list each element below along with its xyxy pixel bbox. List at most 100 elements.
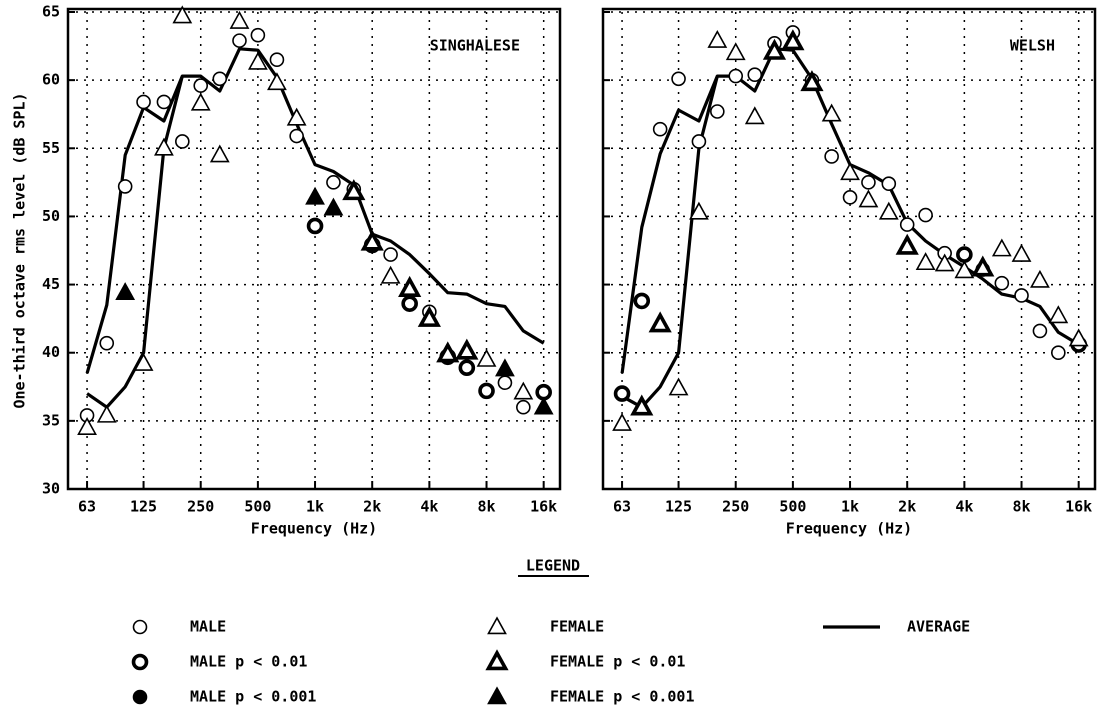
x-tick-label: 63: [78, 498, 96, 516]
legend-label: FEMALE p < 0.001: [550, 688, 695, 706]
x-tick-label: 16k: [1065, 498, 1092, 516]
triangle-marker: [286, 107, 307, 126]
triangle-marker: [133, 352, 154, 371]
triangle-marker: [495, 358, 515, 377]
triangle-marker: [1048, 305, 1069, 324]
triangle-marker: [991, 238, 1012, 257]
x-tick-label: 4k: [420, 498, 438, 516]
legend-marker: [487, 686, 507, 705]
x-tick-label: 2k: [363, 498, 381, 516]
circle-marker: [175, 134, 190, 149]
triangle-marker: [840, 162, 860, 181]
triangle-marker: [689, 201, 709, 220]
y-tick-label: 30: [42, 480, 60, 498]
circle-marker: [1032, 323, 1048, 339]
legend-label: MALE p < 0.01: [190, 653, 307, 671]
legend-marker: [132, 619, 148, 635]
circle-marker: [652, 121, 668, 137]
x-tick-label: 8k: [1012, 498, 1030, 516]
x-tick-label: 125: [665, 498, 692, 516]
legend-marker: [487, 616, 507, 635]
legend-marker: [131, 653, 149, 671]
circle-marker: [458, 359, 476, 377]
y-tick-label: 65: [42, 3, 60, 21]
circle-marker: [1014, 288, 1029, 303]
legend-marker: [485, 649, 509, 671]
x-tick-label: 16k: [530, 498, 557, 516]
triangle-marker: [1011, 243, 1032, 262]
x-tick-label: 1k: [841, 498, 859, 516]
triangle-marker: [513, 381, 534, 400]
circle-marker: [383, 247, 398, 262]
triangle-marker: [1030, 269, 1050, 288]
triangle-marker: [725, 42, 746, 61]
circle-marker: [99, 335, 115, 351]
y-tick-label: 45: [42, 275, 60, 293]
circle-marker: [861, 175, 876, 190]
circle-marker: [516, 399, 531, 415]
y-tick-label: 60: [42, 71, 60, 89]
x-tick-label: 500: [244, 498, 271, 516]
triangle-marker: [380, 265, 401, 284]
circle-marker: [691, 134, 707, 149]
circle-marker: [710, 104, 725, 119]
triangle-marker: [821, 103, 842, 122]
y-tick-label: 40: [42, 343, 60, 361]
legend-label: AVERAGE: [907, 618, 970, 636]
circle-marker: [289, 128, 304, 144]
circle-marker: [250, 27, 266, 43]
x-axis-label: Frequency (Hz): [251, 520, 377, 538]
triangle-marker: [858, 189, 879, 208]
x-tick-label: 250: [187, 498, 214, 516]
legend-label: FEMALE p < 0.01: [550, 653, 685, 671]
legend-label: FEMALE: [550, 618, 604, 636]
triangle-marker: [915, 252, 936, 271]
triangle-marker: [934, 253, 955, 272]
triangle-marker: [648, 311, 672, 333]
x-tick-label: 8k: [477, 498, 495, 516]
triangle-marker: [360, 229, 384, 251]
average-line: [86, 75, 184, 409]
y-tick-label: 35: [42, 411, 60, 429]
triangle-marker: [247, 51, 268, 70]
circle-marker: [994, 275, 1010, 291]
circle-marker: [633, 292, 651, 310]
circle-marker: [478, 382, 495, 400]
circle-marker: [156, 94, 172, 110]
circle-marker: [232, 33, 247, 48]
triangle-marker: [878, 201, 899, 220]
circle-marker: [269, 52, 285, 68]
legend-label: MALE: [190, 618, 226, 636]
triangle-marker: [744, 106, 765, 125]
circle-marker: [842, 190, 858, 205]
triangle-marker: [612, 412, 632, 431]
circle-marker: [918, 207, 933, 223]
triangle-marker: [762, 38, 787, 60]
y-axis-label: One-third octave rms level (dB SPL): [11, 92, 29, 408]
circle-marker: [899, 217, 915, 232]
panel-annotation: WELSH: [1010, 37, 1055, 55]
circle-marker: [881, 176, 897, 192]
y-tick-label: 50: [42, 207, 60, 225]
x-tick-label: 63: [613, 498, 631, 516]
triangle-marker: [800, 70, 824, 92]
triangle-marker: [455, 338, 479, 360]
triangle-marker: [229, 10, 250, 29]
triangle-marker: [707, 29, 728, 48]
circle-marker: [671, 71, 686, 87]
triangle-marker: [417, 305, 441, 327]
x-tick-label: 4k: [955, 498, 973, 516]
triangle-marker: [172, 5, 193, 24]
y-tick-label: 55: [42, 139, 60, 157]
triangle-marker: [323, 197, 344, 216]
triangle-marker: [781, 29, 805, 51]
legend-marker: [132, 689, 148, 705]
x-tick-label: 125: [130, 498, 157, 516]
circle-marker: [136, 94, 151, 110]
triangle-marker: [267, 72, 287, 91]
triangle-marker: [209, 144, 230, 163]
x-axis-label: Frequency (Hz): [786, 520, 912, 538]
legend-label: MALE p < 0.001: [190, 688, 316, 706]
